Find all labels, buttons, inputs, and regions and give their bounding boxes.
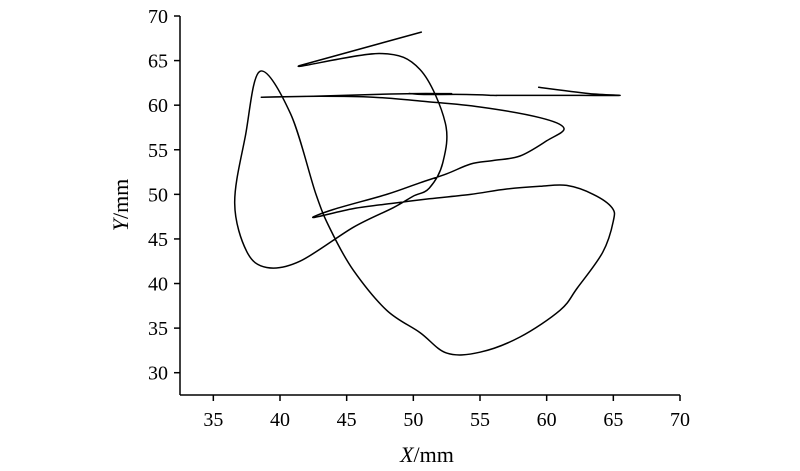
x-tick-label: 45: [337, 409, 357, 431]
y-axis-title-unit: /mm: [108, 179, 133, 219]
x-ticks: 35 40 45 50 55 60 65 70: [203, 395, 690, 431]
y-tick-label: 65: [148, 51, 168, 73]
x-tick-label: 70: [670, 409, 690, 431]
y-tick-label: 55: [148, 140, 168, 162]
x-axis-title-unit: /mm: [414, 442, 454, 467]
y-tick-label: 45: [148, 229, 168, 251]
y-tick-label: 30: [148, 363, 168, 385]
x-axis-title-var: X: [399, 442, 415, 467]
trajectory-curve-group: [233, 31, 621, 356]
trajectory-line: [233, 31, 621, 356]
x-tick-label: 35: [203, 409, 223, 431]
x-tick-label: 50: [403, 409, 423, 431]
x-tick-label: 55: [470, 409, 490, 431]
y-tick-label: 60: [148, 95, 168, 117]
y-tick-label: 50: [148, 184, 168, 206]
y-tick-label: 40: [148, 274, 168, 296]
axes: [179, 16, 680, 396]
x-axis-title: X/mm: [399, 442, 454, 467]
y-ticks: 30 35 40 45 50 55 60 65 70: [148, 6, 180, 385]
y-axis-title: Y/mm: [108, 179, 133, 232]
x-tick-label: 40: [270, 409, 290, 431]
y-tick-label: 35: [148, 318, 168, 340]
x-tick-label: 60: [537, 409, 557, 431]
y-tick-label: 70: [148, 6, 168, 28]
y-axis-title-var: Y: [108, 216, 133, 231]
x-tick-label: 65: [603, 409, 623, 431]
